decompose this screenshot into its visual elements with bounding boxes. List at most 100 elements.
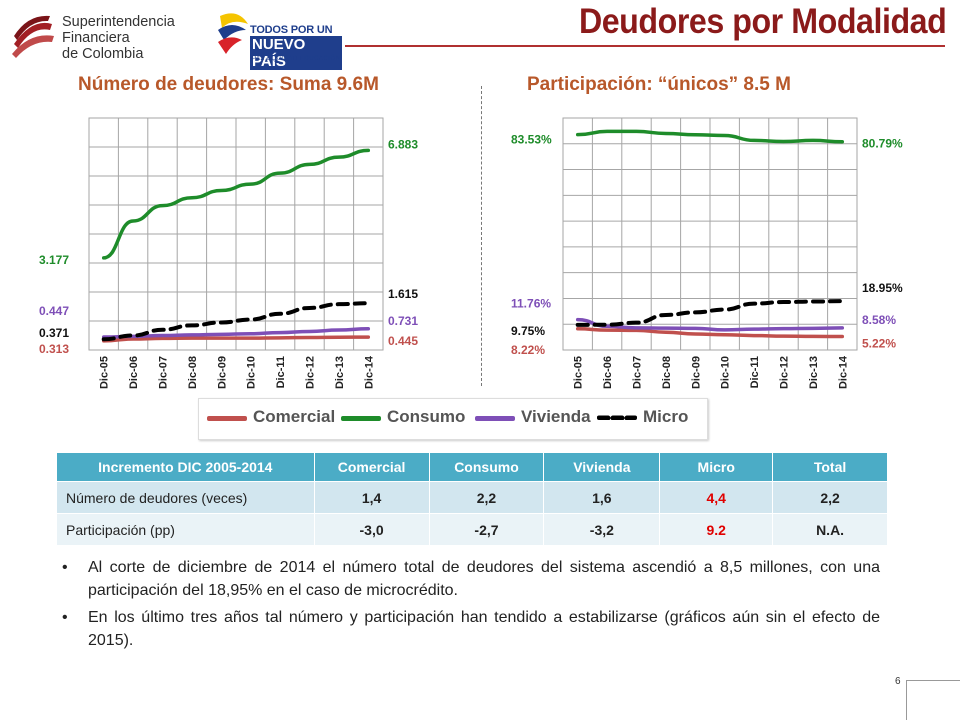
bullet-marker: • (62, 559, 68, 576)
deudores-point-vivienda (367, 327, 370, 330)
legend-swatch-vivienda (475, 416, 515, 421)
government-logo: TODOS POR UN NUEVO PAÍS PAZ EQUIDAD EDUC… (212, 8, 342, 70)
deudores-point-micro (132, 334, 135, 337)
page-title: Deudores por Modalidad (578, 2, 947, 41)
deudores-x-tick-label: Dic-06 (128, 356, 140, 389)
participacion-point-consumo (723, 134, 726, 137)
deudores-point-vivienda (308, 330, 311, 333)
legend-swatch-micro (597, 415, 637, 420)
participacion-start-label-comercial: 8.22% (511, 343, 545, 357)
legend-swatch-consumo (341, 416, 381, 421)
chart-title-participacion: Participación: “únicos” 8.5 M (527, 74, 791, 95)
participacion-point-vivienda (782, 327, 785, 330)
participacion-end-label-micro: 18.95% (862, 281, 903, 295)
legend-label-comercial: Comercial (253, 407, 336, 426)
table-header: Micro (659, 452, 774, 482)
participacion-series-line-micro (575, 299, 845, 327)
bullet-marker: • (62, 609, 68, 626)
corner-mark (906, 680, 907, 720)
deudores-x-tick-label: Dic-07 (158, 356, 170, 389)
participacion-point-consumo (841, 140, 844, 143)
participacion-point-vivienda (635, 326, 638, 329)
deudores-point-comercial (308, 336, 311, 339)
table-cell: 1,6 (543, 481, 661, 514)
participacion-point-micro (694, 311, 697, 314)
participacion-series-line-vivienda (575, 317, 845, 332)
participacion-point-vivienda (694, 327, 697, 330)
bullet-text: En los último tres años tal número y par… (88, 609, 880, 649)
deudores-point-micro (337, 303, 340, 306)
deudores-x-tick-label: Dic-10 (246, 356, 258, 389)
table-cell: N.A. (772, 513, 888, 546)
participacion-point-micro (576, 323, 579, 326)
table-cell: 2,2 (428, 481, 545, 514)
deudores-series-line-comercial (101, 335, 371, 343)
participacion-x-tick-label: Dic-13 (808, 356, 820, 389)
participacion-start-label-micro: 9.75% (511, 324, 545, 338)
title-rule (345, 45, 945, 47)
deudores-x-tick-label: Dic-08 (187, 356, 199, 389)
bullet-item: • Al corte de diciembre de 2014 el número… (62, 556, 880, 602)
participacion-x-tick-label: Dic-12 (779, 356, 791, 389)
deudores-start-label-vivienda: 0.447 (39, 304, 69, 318)
participacion-end-label-consumo: 80.79% (862, 137, 903, 151)
deudores-x-tick-label: Dic-14 (363, 355, 375, 389)
participacion-x-tick-label: Dic-06 (602, 356, 614, 389)
participacion-point-micro (635, 321, 638, 324)
table-header: Vivienda (543, 452, 661, 482)
participacion-x-tick-label: Dic-10 (720, 356, 732, 389)
participacion-point-consumo (782, 140, 785, 143)
participacion-point-comercial (811, 335, 814, 338)
deudores-end-label-comercial: 0.445 (388, 334, 418, 348)
deudores-x-tick-label: Dic-12 (305, 356, 317, 389)
deudores-series-line-vivienda (101, 327, 371, 339)
deudores-end-label-vivienda: 0.731 (388, 314, 418, 328)
deudores-x-tick-label: Dic-09 (216, 356, 228, 389)
bullet-list: • Al corte de diciembre de 2014 el número… (62, 556, 880, 656)
deudores-point-consumo (190, 196, 193, 199)
chart-legend: Comercial Consumo Vivienda Micro (198, 398, 708, 440)
table-cell: -3,2 (543, 513, 661, 546)
deudores-point-vivienda (279, 331, 282, 334)
participacion-point-micro (782, 301, 785, 304)
participacion-point-consumo (635, 130, 638, 133)
deudores-point-vivienda (249, 332, 252, 335)
participacion-x-tick-label: Dic-09 (690, 356, 702, 389)
table-row-label: Participación (pp) (56, 513, 315, 546)
participacion-point-vivienda (811, 327, 814, 330)
deudores-point-micro (249, 318, 252, 321)
deudores-point-comercial (279, 336, 282, 339)
participacion-point-comercial (694, 333, 697, 336)
participacion-point-vivienda (664, 327, 667, 330)
participacion-end-label-comercial: 5.22% (862, 337, 896, 351)
deudores-point-consumo (337, 156, 340, 159)
deudores-start-label-micro: 0.371 (39, 326, 69, 340)
org-logo-line-3: de Colombia (62, 46, 144, 62)
table-header: Total (772, 452, 888, 482)
deudores-point-comercial (161, 337, 164, 340)
participacion-point-micro (811, 300, 814, 303)
deudores-point-comercial (367, 336, 370, 339)
superintendencia-logo: Superintendencia Financiera de Colombia (10, 12, 195, 64)
participacion-end-label-vivienda: 8.58% (862, 313, 896, 327)
deudores-point-consumo (279, 172, 282, 175)
table-header: Consumo (428, 452, 545, 482)
org-logo-line-2: Financiera (62, 30, 130, 46)
table-row-label: Número de deudores (veces) (56, 481, 315, 514)
org-logo-line-1: Superintendencia (62, 14, 175, 30)
deudores-end-label-consumo: 6.883 (388, 137, 418, 151)
participacion-point-comercial (723, 333, 726, 336)
deudores-point-micro (190, 324, 193, 327)
participacion-x-tick-label: Dic-05 (573, 356, 585, 389)
deudores-end-label-micro: 1.615 (388, 287, 418, 301)
deudores-point-micro (308, 306, 311, 309)
deudores-point-comercial (337, 336, 340, 339)
deudores-point-vivienda (190, 333, 193, 336)
gov-logo-line-3: PAZ EQUIDAD EDUCACIÓN (252, 56, 341, 62)
deudores-point-consumo (367, 149, 370, 152)
table-cell: -3,0 (313, 513, 430, 546)
legend-label-vivienda: Vivienda (521, 407, 591, 426)
gov-logo-line-2: NUEVO PAÍS (250, 36, 342, 70)
participacion-start-label-vivienda: 11.76% (511, 297, 551, 311)
